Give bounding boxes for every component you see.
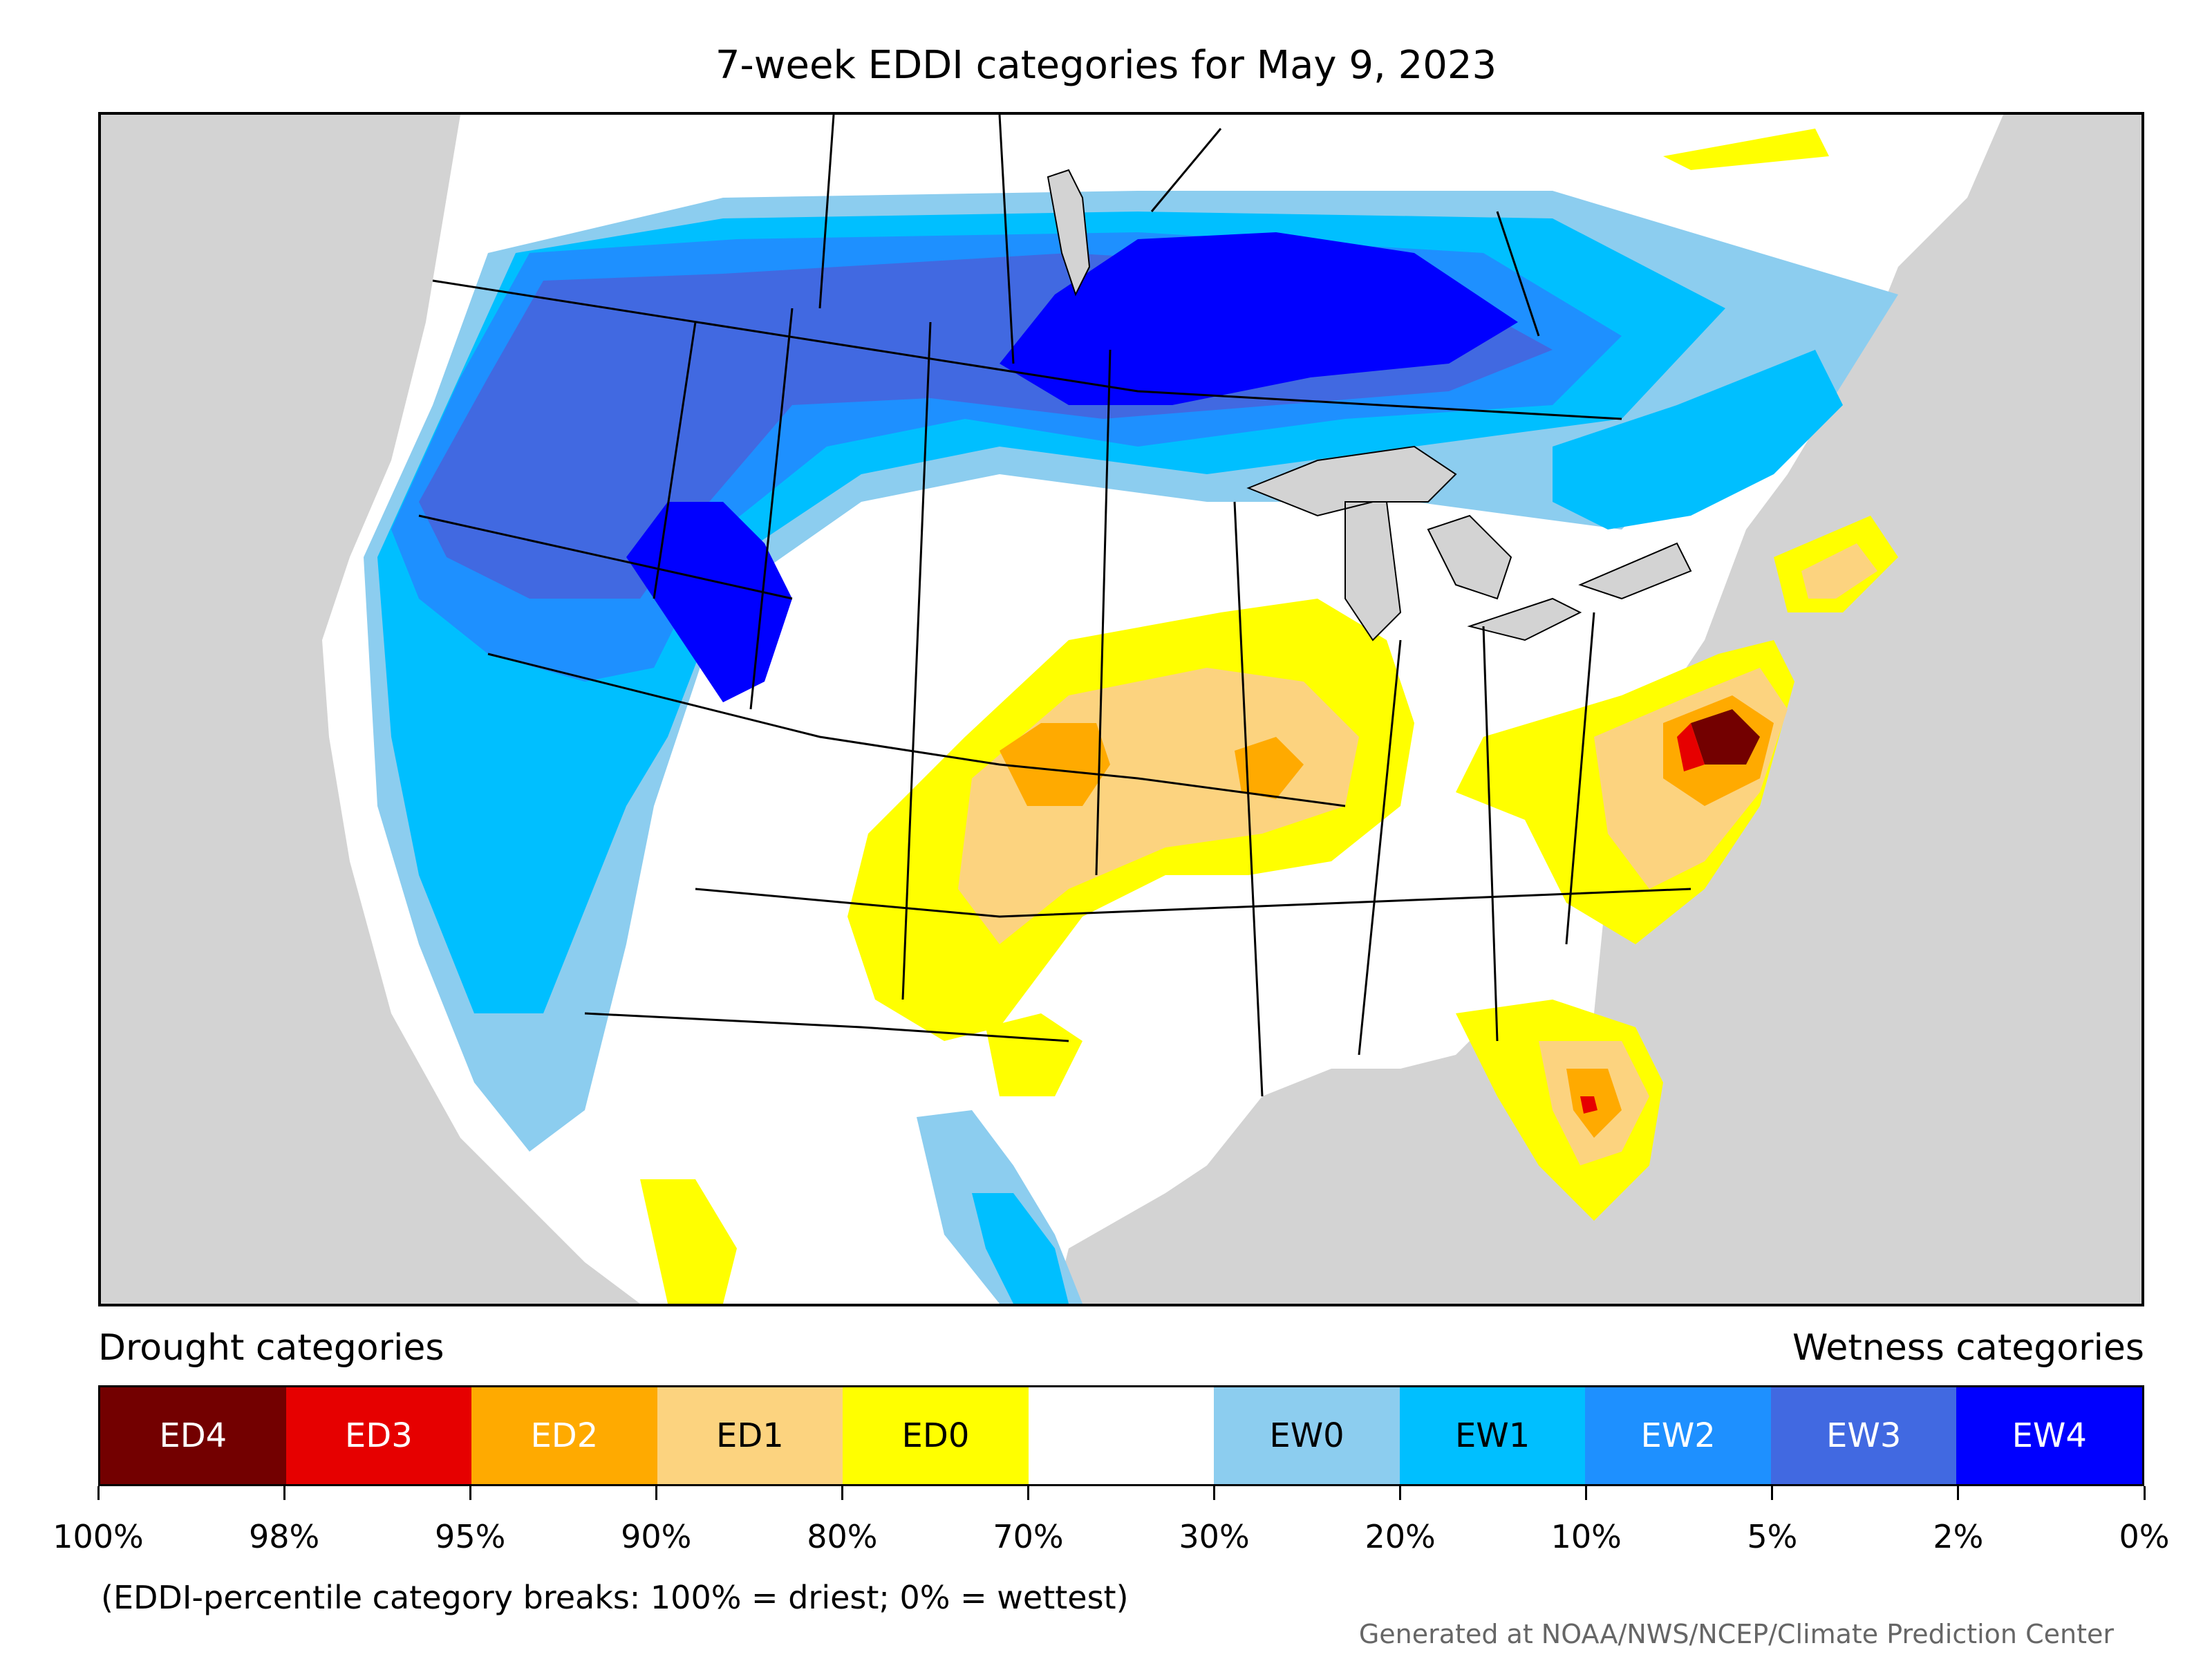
- colorbar-cell-ew0: EW0: [1214, 1387, 1400, 1484]
- drought-region-ed0-mexico: [640, 1179, 737, 1304]
- noaa-credit: Generated at NOAA/NWS/NCEP/Climate Predi…: [1358, 1619, 2114, 1649]
- drought-region-ed0-canada: [1663, 129, 1829, 170]
- colorbar-tick: [97, 1486, 100, 1500]
- colorbar-tick: [1213, 1486, 1216, 1500]
- colorbar-tick: [1957, 1486, 1960, 1500]
- colorbar-tick: [1585, 1486, 1588, 1500]
- colorbar-cell-ew3: EW3: [1770, 1387, 1957, 1484]
- colorbar-tick-label: 70%: [993, 1518, 1064, 1555]
- colorbar-tick-label: 98%: [248, 1518, 320, 1555]
- colorbar-tick-label: 90%: [621, 1518, 692, 1555]
- colorbar-cell-ew4: EW4: [1956, 1387, 2143, 1484]
- colorbar-tick-label: 5%: [1747, 1518, 1798, 1555]
- drought-region-ed2-kansas: [1000, 723, 1110, 806]
- colorbar-tick-label: 2%: [1933, 1518, 1984, 1555]
- colorbar-cell-ed4: ED4: [100, 1387, 286, 1484]
- colorbar-cell-ew2: EW2: [1585, 1387, 1771, 1484]
- colorbar-tick: [1771, 1486, 1774, 1500]
- colorbar-tick: [469, 1486, 471, 1500]
- wet-region-ne-ew1: [1553, 350, 1843, 529]
- colorbar-tick-label: 80%: [807, 1518, 878, 1555]
- drought-region-ed0-texas: [986, 1013, 1082, 1096]
- colorbar-tick-label: 100%: [53, 1518, 144, 1555]
- category-colorbar: ED4 ED3 ED2 ED1 ED0 EW0 EW1 EW2 EW3 EW4: [98, 1385, 2144, 1486]
- wet-region-ew4: [1000, 232, 1518, 405]
- colorbar-tick: [2143, 1486, 2146, 1500]
- percentile-footnote: (EDDI-percentile category breaks: 100% =…: [101, 1579, 1129, 1616]
- eddi-map: [98, 112, 2144, 1306]
- map-title: 7-week EDDI categories for May 9, 2023: [715, 43, 1497, 88]
- colorbar-cell-ed2: ED2: [471, 1387, 657, 1484]
- colorbar-cell-neutral: [1028, 1387, 1215, 1484]
- great-lakes: [1246, 445, 1692, 641]
- colorbar-cell-ed1: ED1: [657, 1387, 843, 1484]
- colorbar-tick: [1027, 1486, 1029, 1500]
- colorbar-tick-label: 95%: [435, 1518, 506, 1555]
- colorbar-tick: [841, 1486, 843, 1500]
- lake-winnipeg: [1047, 169, 1091, 297]
- colorbar-tick: [1399, 1486, 1402, 1500]
- drought-categories-title: Drought categories: [98, 1327, 444, 1369]
- colorbar-cell-ed3: ED3: [285, 1387, 472, 1484]
- drought-region-ed1-northeast: [1801, 543, 1877, 599]
- colorbar-tick-label: 30%: [1179, 1518, 1250, 1555]
- colorbar-tick: [655, 1486, 657, 1500]
- drought-region-ed3-florida: [1580, 1096, 1597, 1114]
- colorbar-tick: [283, 1486, 285, 1500]
- map-canvas: [101, 115, 2003, 1304]
- drought-region-ed4-virginia: [1691, 709, 1760, 765]
- drought-region-ed3-virginia: [1677, 723, 1705, 771]
- drought-region-ed2-missouri: [1235, 737, 1304, 799]
- wetness-categories-title: Wetness categories: [1792, 1327, 2144, 1369]
- colorbar-tick-label: 20%: [1365, 1518, 1436, 1555]
- wet-region-ew4-idaho: [626, 502, 792, 702]
- colorbar-tick-label: 10%: [1550, 1518, 1622, 1555]
- colorbar-tick-label: 0%: [2119, 1518, 2170, 1555]
- political-borders: [418, 115, 1691, 1097]
- colorbar-cell-ew1: EW1: [1399, 1387, 1586, 1484]
- wet-region-texas-coast: [972, 1193, 1069, 1304]
- colorbar-cell-ed0: ED0: [843, 1387, 1029, 1484]
